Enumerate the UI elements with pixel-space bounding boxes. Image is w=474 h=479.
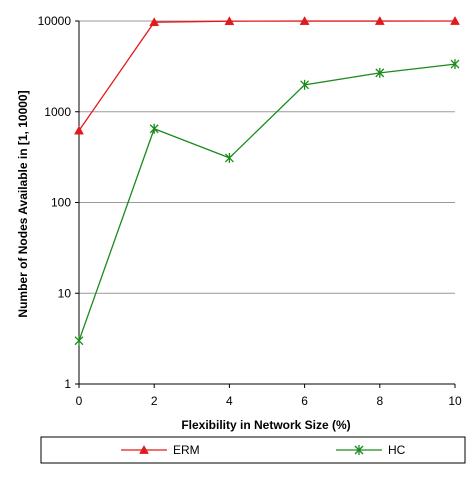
data-point-hc: [300, 79, 310, 90]
legend-item-erm: ERM: [121, 443, 200, 457]
x-tick-label: 10: [448, 394, 462, 408]
series-line-hc: [78, 63, 456, 341]
legend-label-erm: ERM: [173, 443, 200, 457]
x-tick-label: 6: [301, 394, 308, 408]
y-tick-label: 100: [51, 196, 71, 210]
x-tick-label: 2: [151, 394, 158, 408]
legend-marker-hc: [354, 445, 364, 455]
data-point-erm: [149, 17, 160, 27]
data-point-erm: [74, 125, 84, 135]
legend-item-hc: HC: [336, 443, 406, 457]
data-point-erm: [450, 15, 460, 25]
grid-lines: [79, 20, 455, 294]
y-tick-label: 1000: [44, 105, 71, 119]
data-point-erm: [299, 16, 310, 25]
x-axis-label: Flexibility in Network Size (%): [181, 418, 350, 432]
legend-marker-erm: [139, 444, 149, 454]
y-tick-labels: 1 10 100 1000 10000: [38, 14, 72, 391]
x-tick-label: 4: [226, 394, 233, 408]
x-tick-labels: 0 2 4 6 8 10: [76, 394, 462, 408]
series-line-erm: [78, 20, 456, 131]
data-point-hc: [450, 59, 460, 70]
y-axis-label: Number of Nodes Available in [1, 10000]: [16, 90, 30, 317]
y-tick-label: 10: [58, 286, 72, 300]
axes: [75, 20, 456, 388]
x-tick-label: 8: [376, 394, 383, 408]
legend: ERM HC: [40, 436, 466, 464]
data-series: [74, 15, 460, 346]
legend-box: [40, 436, 466, 464]
data-point-hc: [375, 67, 385, 78]
data-point-erm: [374, 16, 385, 25]
x-tick-label: 0: [76, 394, 83, 408]
data-point-hc: [224, 152, 234, 163]
y-tick-label: 10000: [38, 14, 72, 28]
data-point-erm: [224, 16, 235, 26]
data-point-hc: [74, 335, 84, 346]
data-point-hc: [149, 123, 159, 134]
legend-label-hc: HC: [388, 443, 406, 457]
y-tick-label: 1: [64, 377, 71, 391]
